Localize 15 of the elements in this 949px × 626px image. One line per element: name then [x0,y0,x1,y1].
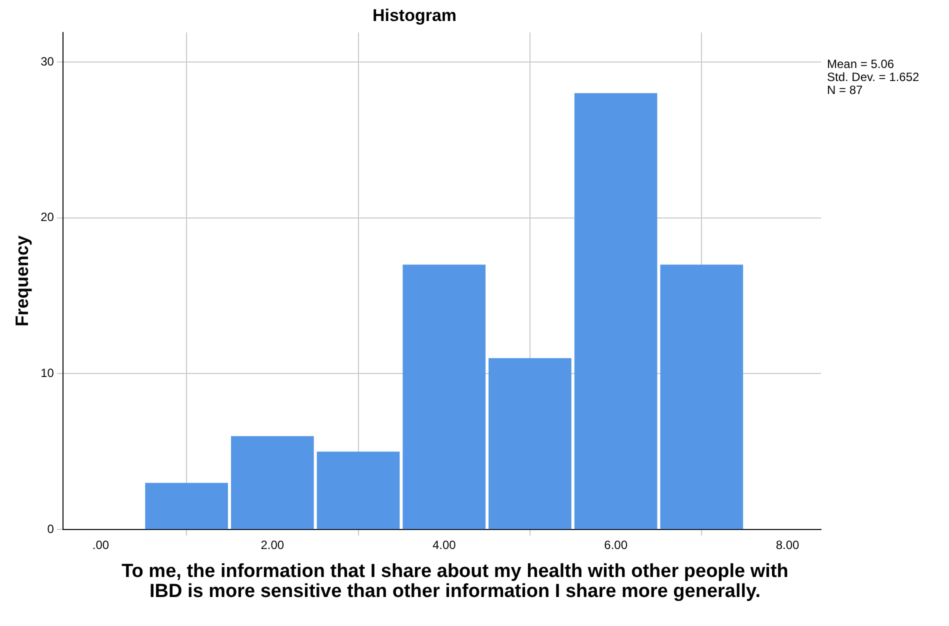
y-tick-label: 30 [40,54,54,68]
text: Std. Dev. = 1.652 [827,70,920,84]
x-tick-label: 4.00 [432,538,456,552]
y-tick-label: 0 [47,522,54,536]
text: N = 87 [827,83,864,97]
x-tick-label: .00 [92,538,110,552]
x-axis-title: To me, the information that I share about my health with other people with IBD is more sensitive than other information I share more generally. [120,561,790,602]
y-axis-title: Frequency [12,235,32,327]
x-tick-label: 2.00 [260,538,284,552]
chart-title: Histogram [372,6,457,25]
y-tick-label: 10 [40,366,54,380]
text: Mean = 5.06 [827,57,896,71]
y-tick-label: 20 [40,210,54,224]
x-tick-label: 8.00 [776,538,800,552]
x-tick-label: 6.00 [604,538,628,552]
